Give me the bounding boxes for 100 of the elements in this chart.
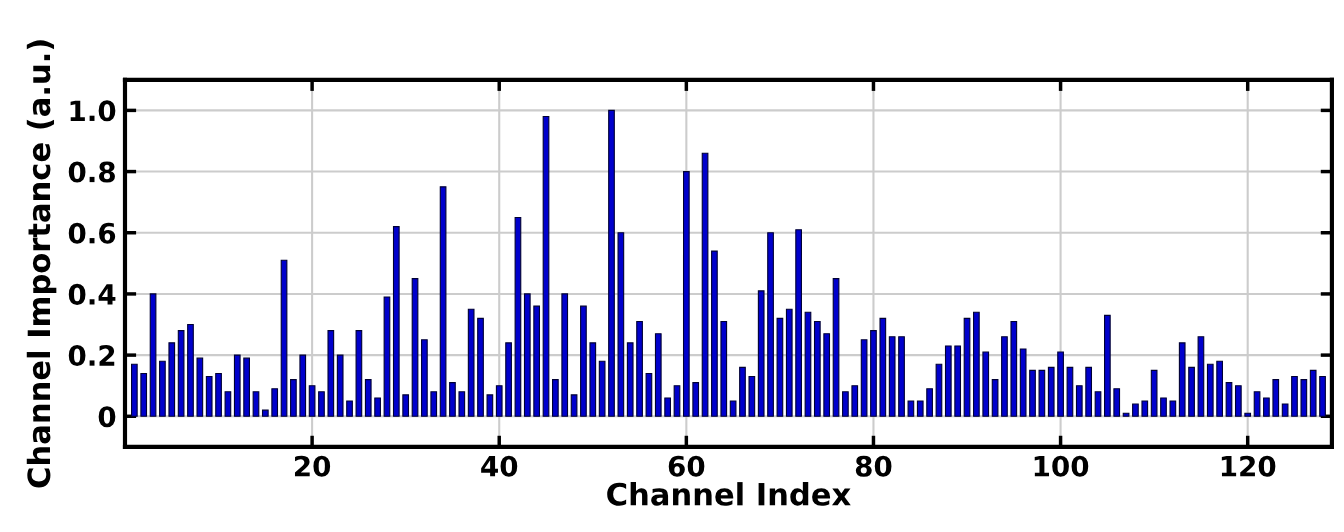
bar bbox=[177, 330, 185, 417]
bar bbox=[159, 360, 166, 417]
bar bbox=[1038, 369, 1046, 417]
bar bbox=[1319, 375, 1326, 417]
bar bbox=[327, 330, 335, 417]
bar bbox=[870, 330, 877, 417]
bar bbox=[1169, 400, 1177, 417]
y-axis-title: Channel Importance (a.u.) bbox=[26, 40, 57, 488]
bar bbox=[1010, 320, 1018, 417]
y-tick-label: 0.4 bbox=[68, 283, 116, 305]
bar bbox=[991, 379, 999, 417]
bar bbox=[224, 391, 232, 417]
bar bbox=[271, 388, 279, 417]
bar bbox=[1206, 363, 1214, 417]
bar bbox=[1150, 369, 1158, 417]
bar bbox=[299, 354, 307, 417]
bar bbox=[1057, 351, 1064, 417]
bar bbox=[645, 372, 653, 417]
bar bbox=[739, 366, 746, 417]
bar bbox=[757, 290, 765, 417]
bar bbox=[243, 357, 250, 417]
x-tick-label: 100 bbox=[1034, 455, 1089, 477]
bar bbox=[636, 320, 643, 417]
bar bbox=[1197, 336, 1205, 417]
y-tick-label: 0 bbox=[98, 406, 116, 428]
bar bbox=[1225, 382, 1233, 417]
bar bbox=[215, 372, 222, 417]
bar bbox=[1085, 366, 1093, 417]
bar bbox=[720, 320, 728, 417]
bar bbox=[355, 330, 363, 417]
bar bbox=[205, 375, 213, 417]
bar bbox=[813, 320, 821, 417]
bar bbox=[561, 293, 569, 417]
bar bbox=[514, 216, 522, 417]
x-tick-label: 60 bbox=[668, 455, 705, 477]
bar bbox=[290, 379, 297, 417]
bar bbox=[954, 345, 962, 417]
bar bbox=[1019, 348, 1027, 417]
bar bbox=[495, 385, 503, 417]
bar bbox=[785, 308, 793, 417]
bar bbox=[439, 186, 447, 417]
bar bbox=[916, 400, 924, 417]
y-tick-label: 0.8 bbox=[68, 161, 115, 183]
bar bbox=[1075, 385, 1083, 417]
bar bbox=[1309, 369, 1317, 417]
bar bbox=[711, 250, 718, 417]
bar bbox=[748, 375, 756, 417]
bar bbox=[1132, 403, 1139, 417]
bar bbox=[1066, 366, 1074, 417]
bar bbox=[729, 400, 737, 417]
bar bbox=[1113, 388, 1121, 417]
x-axis-title: Channel Index bbox=[607, 482, 851, 506]
bar bbox=[888, 336, 896, 417]
bar bbox=[336, 354, 344, 417]
bar bbox=[477, 317, 484, 417]
bar bbox=[523, 293, 531, 417]
bar bbox=[187, 323, 194, 417]
y-tick-label: 0.6 bbox=[68, 222, 116, 244]
bar bbox=[402, 394, 410, 417]
bar bbox=[392, 226, 400, 417]
bar bbox=[617, 232, 625, 417]
bar bbox=[552, 379, 559, 417]
bar bbox=[767, 232, 774, 417]
bar bbox=[1001, 336, 1008, 417]
bar bbox=[1029, 369, 1036, 417]
bar bbox=[1216, 360, 1223, 417]
bar bbox=[926, 388, 933, 417]
bar bbox=[130, 363, 138, 417]
bar bbox=[944, 345, 952, 417]
bar bbox=[879, 317, 887, 417]
bar bbox=[149, 293, 157, 417]
bar bbox=[1253, 391, 1261, 417]
bar bbox=[458, 391, 466, 417]
bar bbox=[364, 379, 372, 417]
bar bbox=[486, 394, 494, 417]
bar bbox=[533, 305, 541, 417]
bar bbox=[935, 363, 943, 417]
bar bbox=[1104, 314, 1111, 417]
bar bbox=[383, 296, 391, 417]
bar bbox=[1300, 379, 1308, 417]
y-tick-label: 1.0 bbox=[70, 100, 116, 122]
bar bbox=[1188, 366, 1195, 417]
bar bbox=[1244, 412, 1252, 417]
bar bbox=[842, 391, 849, 417]
bar bbox=[140, 372, 148, 417]
bar bbox=[318, 391, 325, 417]
bar bbox=[1234, 385, 1242, 417]
bar bbox=[430, 391, 438, 417]
bar bbox=[776, 317, 784, 417]
bar bbox=[692, 382, 700, 417]
x-tick-label: 80 bbox=[855, 455, 892, 477]
bar bbox=[898, 336, 905, 417]
bar bbox=[505, 342, 512, 417]
bar bbox=[1047, 366, 1055, 417]
bar bbox=[196, 357, 204, 417]
bar bbox=[982, 351, 990, 417]
bar bbox=[261, 409, 269, 417]
bar bbox=[851, 385, 859, 417]
bar bbox=[570, 394, 578, 417]
bar bbox=[860, 339, 868, 417]
